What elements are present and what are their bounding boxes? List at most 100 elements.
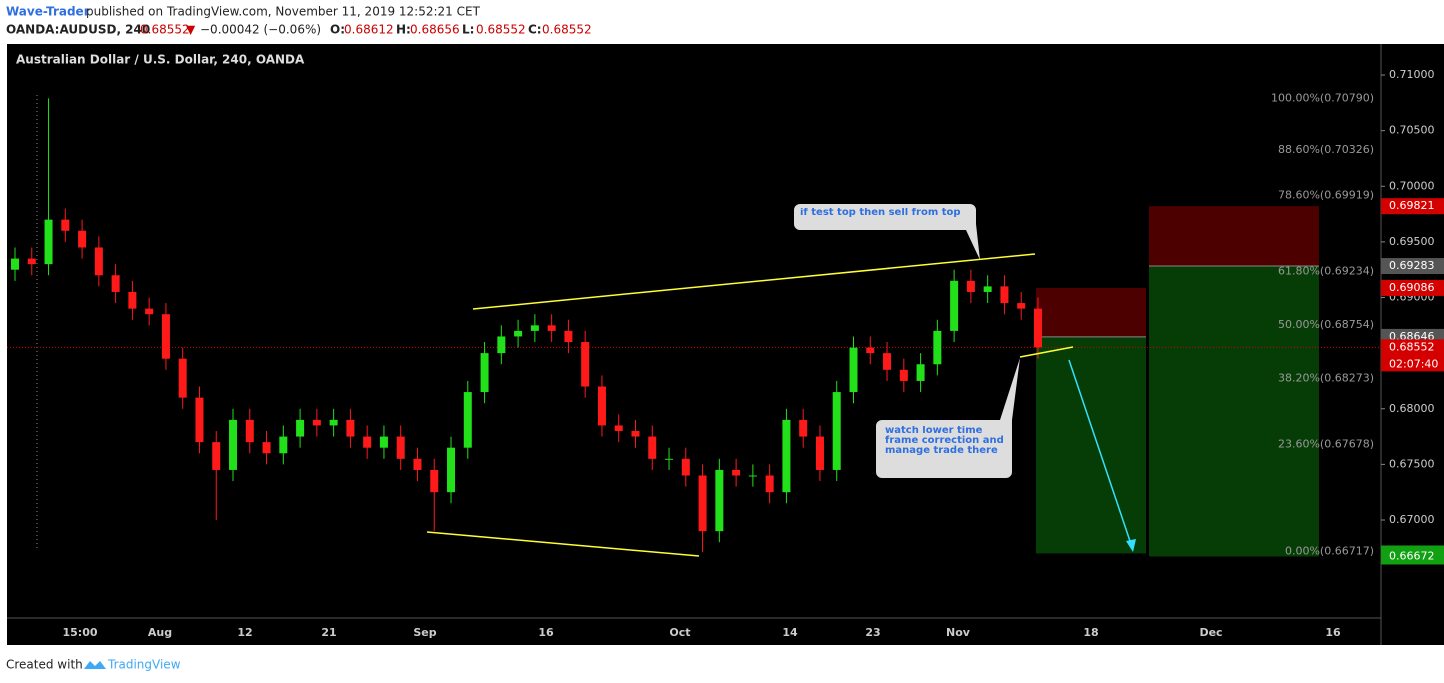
candle-body [44, 219, 53, 265]
x-tick-label: Dec [1199, 626, 1222, 639]
x-tick-label: 14 [782, 626, 798, 639]
candle-body [698, 475, 707, 532]
arrow-line [1068, 359, 1134, 551]
trend-line [426, 531, 700, 557]
price-box [1381, 198, 1444, 215]
candle-body [94, 247, 103, 276]
candle-body [161, 314, 170, 359]
x-tick-label: 15:00 [62, 626, 97, 639]
ohlc-key: H: [396, 23, 411, 37]
candle-body [665, 458, 674, 460]
x-tick-label: Nov [946, 626, 971, 639]
candle-body [212, 442, 221, 470]
ohlc-key: O: [330, 23, 345, 37]
candle-body [514, 330, 523, 337]
x-tick-label: 23 [865, 626, 880, 639]
candle-body [497, 336, 506, 354]
y-tick-label: 0.69500 [1389, 235, 1435, 248]
candle-body [413, 458, 422, 470]
candle-body [447, 447, 456, 493]
footer-text: Created with [6, 658, 83, 672]
price-box [1381, 548, 1444, 565]
price-box [1381, 279, 1444, 296]
published: published on TradingView.com, November 1… [86, 5, 481, 19]
author[interactable]: Wave-Trader [6, 5, 90, 19]
candle-body [111, 275, 120, 292]
candle-body [799, 419, 808, 437]
x-tick-label: Oct [669, 626, 690, 639]
candle-body [765, 475, 774, 493]
fib-label: 88.60%(0.70326) [1278, 143, 1374, 156]
callout [794, 204, 980, 260]
callout-text: if test top then sell from top [800, 208, 961, 218]
candle-body [11, 258, 19, 270]
candle-body [279, 436, 288, 454]
candle-body [396, 436, 405, 459]
y-tick-label: 0.67500 [1389, 457, 1435, 470]
candle-body [145, 308, 154, 315]
candle-body [229, 419, 238, 470]
y-tick-label: 0.71000 [1389, 68, 1435, 81]
ohlc-value: 0.68656 [410, 23, 460, 37]
candle-body [782, 419, 791, 493]
logo [84, 661, 106, 669]
ohlc-value: 0.68552 [542, 23, 592, 37]
ohlc-key: C: [528, 23, 542, 37]
reward-zone [1149, 266, 1319, 557]
candle-body [379, 436, 388, 448]
footer-brand[interactable]: TradingView [107, 658, 181, 672]
callout-text: watch lower time frame correction and ma… [885, 426, 1004, 456]
x-tick-label: Sep [413, 626, 436, 639]
candle-body [597, 386, 606, 426]
risk-zone [1149, 206, 1319, 267]
candle-body [128, 291, 137, 309]
candle-body [581, 342, 590, 387]
candle-body [346, 419, 355, 437]
candle-body [296, 419, 305, 437]
candle-body [262, 442, 271, 454]
price-box [1381, 258, 1444, 275]
change: −0.00042 (−0.06%) [200, 23, 321, 37]
candle-body [78, 230, 87, 248]
x-tick-label: 12 [237, 626, 252, 639]
candle-body [883, 353, 892, 370]
candle-body [480, 353, 489, 393]
ohlc-value: 0.68552 [476, 23, 526, 37]
candle-body [463, 392, 472, 448]
fib-label: 61.80%(0.69234) [1278, 264, 1374, 277]
last: 0.68552 [140, 23, 190, 37]
reward-zone [1036, 336, 1146, 554]
fib-label: 100.00%(0.70790) [1271, 91, 1374, 104]
candle-body [648, 436, 657, 459]
y-tick-label: 0.67000 [1389, 513, 1435, 526]
candle-body [715, 469, 724, 532]
x-tick-label: 16 [538, 626, 554, 639]
candle-body [983, 286, 992, 292]
candle-body [530, 325, 539, 331]
callout [876, 358, 1020, 478]
candle-body [815, 436, 824, 470]
candle-body [849, 347, 858, 393]
candle-body [1033, 308, 1042, 348]
candle-body [732, 469, 741, 476]
trend-line [1019, 346, 1074, 358]
arrow-head [1126, 539, 1136, 552]
countdown: 02:07:40 [1389, 357, 1438, 370]
candle-body [631, 431, 640, 437]
ohlc-key: L: [462, 23, 474, 37]
candle-body [178, 358, 187, 398]
x-tick-label: 16 [1325, 626, 1341, 639]
candle-body [748, 475, 757, 477]
price-box-label: 0.68552 [1389, 340, 1435, 353]
candle-body [329, 419, 338, 426]
symbol: OANDA:AUDUSD, 240 [6, 23, 150, 37]
candle-body [950, 280, 959, 331]
y-tick-label: 0.70500 [1389, 124, 1435, 137]
price-box [1381, 339, 1444, 372]
candle-body [312, 419, 321, 426]
fib-label: 50.00%(0.68754) [1278, 318, 1374, 331]
candle-body [1017, 303, 1026, 309]
price-box-label: 0.69283 [1389, 259, 1435, 272]
x-tick-label: 18 [1083, 626, 1098, 639]
